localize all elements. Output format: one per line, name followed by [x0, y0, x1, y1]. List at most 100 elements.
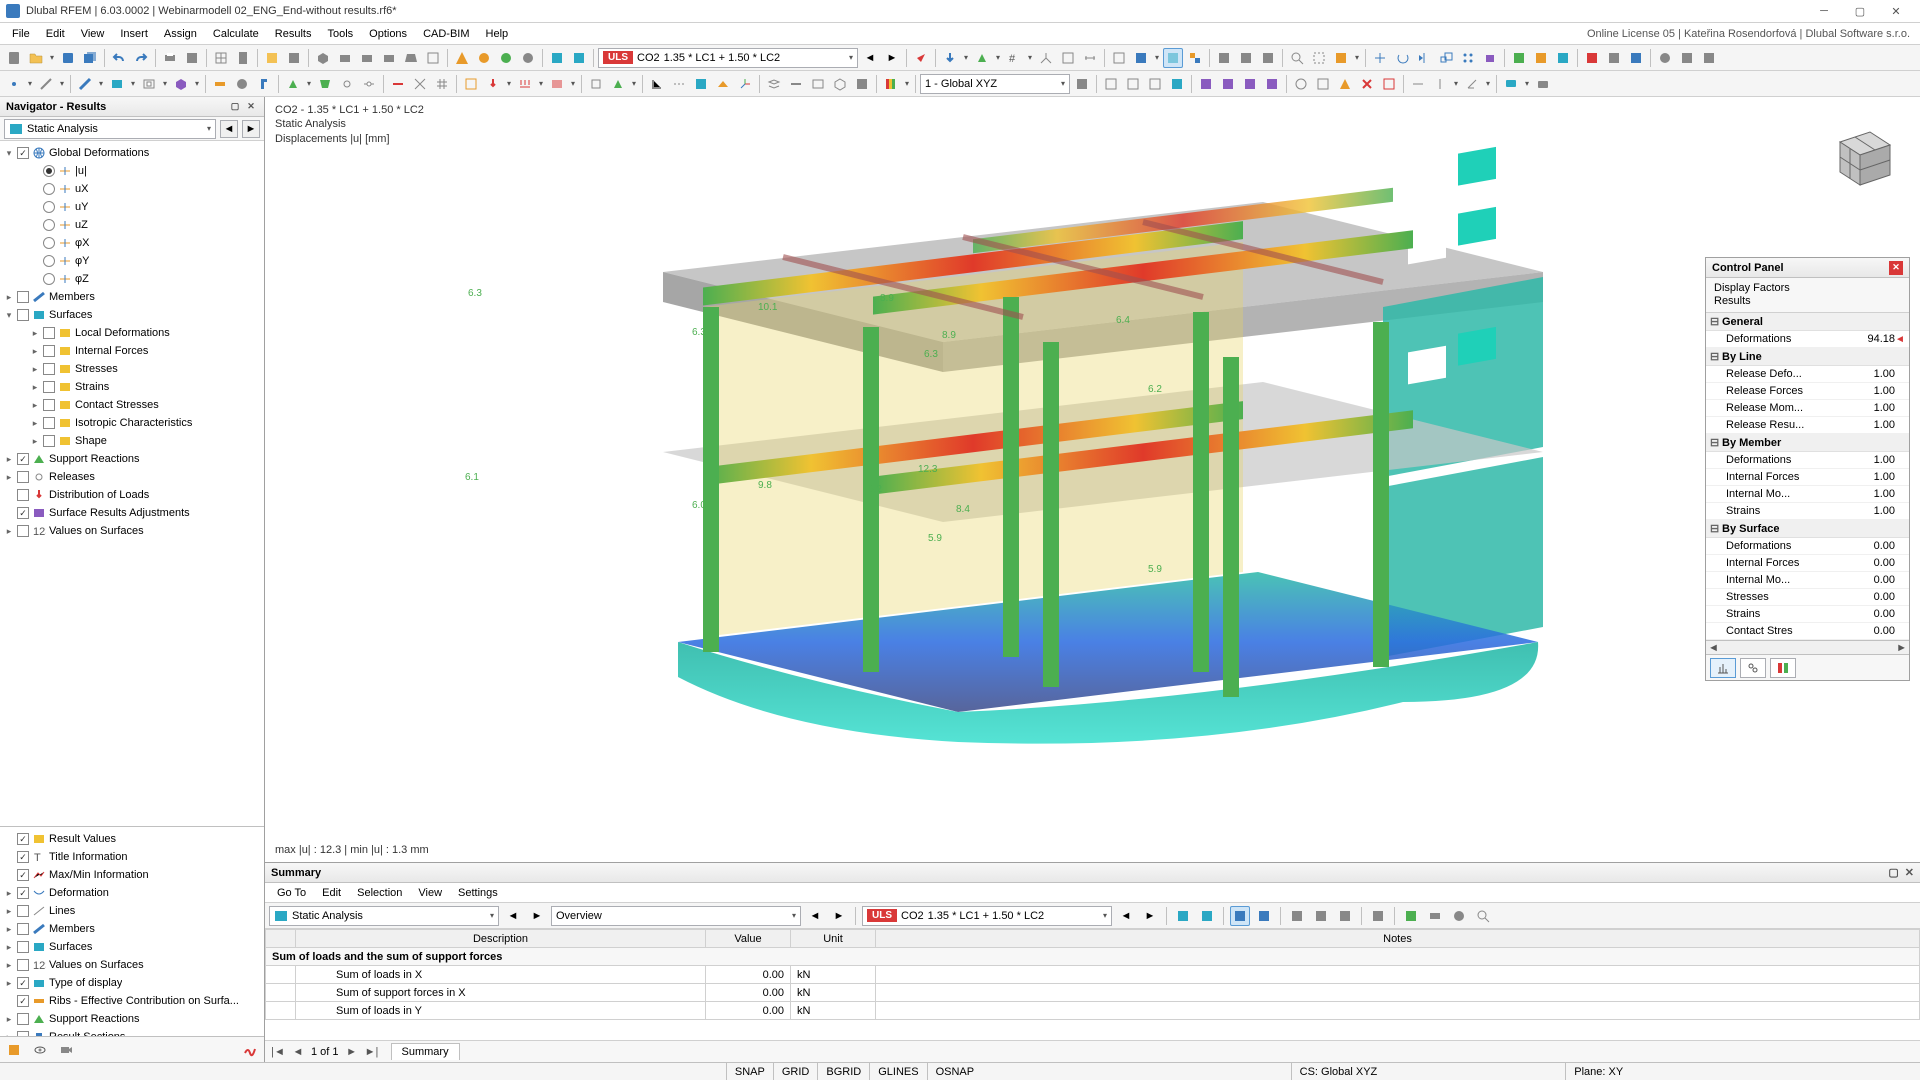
view-layer[interactable]: [764, 74, 784, 94]
summary-analysis-prev[interactable]: ◄: [503, 906, 523, 926]
support-node[interactable]: [283, 74, 303, 94]
guidelines[interactable]: [669, 74, 689, 94]
tree-item[interactable]: uX: [2, 180, 262, 198]
cp-tab-colors[interactable]: [1770, 658, 1796, 678]
clip-clear[interactable]: [1357, 74, 1377, 94]
tree-item[interactable]: φX: [2, 234, 262, 252]
tree-item[interactable]: uY: [2, 198, 262, 216]
summary-col[interactable]: Value: [706, 930, 791, 948]
checkbox-icon[interactable]: [17, 905, 29, 917]
tool-e[interactable]: [1604, 48, 1624, 68]
radio-icon[interactable]: [43, 273, 55, 285]
tree-item[interactable]: ▸Contact Stresses: [2, 396, 262, 414]
view-member[interactable]: [786, 74, 806, 94]
cp-row[interactable]: Release Resu...1.00: [1706, 417, 1909, 434]
calculate-button[interactable]: [452, 48, 472, 68]
checkbox-icon[interactable]: ✓: [17, 453, 29, 465]
work-plane[interactable]: [713, 74, 733, 94]
view-part-4[interactable]: [1262, 74, 1282, 94]
section[interactable]: [254, 74, 274, 94]
surface-button[interactable]: [107, 74, 127, 94]
mesh-refine[interactable]: [461, 74, 481, 94]
clip-invert[interactable]: [1379, 74, 1399, 94]
new-button[interactable]: [4, 48, 24, 68]
menu-cad-bim[interactable]: CAD-BIM: [415, 26, 477, 42]
cp-row[interactable]: Release Defo...1.00: [1706, 366, 1909, 383]
line-grid[interactable]: [432, 74, 452, 94]
menu-assign[interactable]: Assign: [156, 26, 205, 42]
save-as-button[interactable]: [80, 48, 100, 68]
model-check-button[interactable]: [262, 48, 282, 68]
dimension-button[interactable]: [1080, 48, 1100, 68]
radio-icon[interactable]: [43, 165, 55, 177]
menu-results[interactable]: Results: [267, 26, 320, 42]
cp-row[interactable]: Release Mom...1.00: [1706, 400, 1909, 417]
cp-group[interactable]: ⊟By Surface: [1706, 520, 1909, 538]
tree-item[interactable]: ▸Support Reactions: [2, 1010, 262, 1028]
checkbox-icon[interactable]: [43, 327, 55, 339]
tree-item[interactable]: φZ: [2, 270, 262, 288]
summary-analysis-next[interactable]: ►: [527, 906, 547, 926]
close-button[interactable]: ✕: [1878, 1, 1914, 21]
navigator-pin-button[interactable]: ▢: [228, 100, 242, 114]
checkbox-icon[interactable]: ✓: [17, 995, 29, 1007]
table-button[interactable]: [211, 48, 231, 68]
snap-endpoint[interactable]: [586, 74, 606, 94]
tree-item[interactable]: ▸Result Sections: [2, 1028, 262, 1036]
navigator-prev-button[interactable]: ◄: [220, 120, 238, 138]
visibility-2[interactable]: [1236, 48, 1256, 68]
open-dropdown[interactable]: ▾: [48, 53, 56, 62]
tree-item[interactable]: ▸Strains: [2, 378, 262, 396]
summary-menu-selection[interactable]: Selection: [349, 885, 410, 901]
calc-params-button[interactable]: [518, 48, 538, 68]
tree-item[interactable]: Distribution of Loads: [2, 486, 262, 504]
radio-icon[interactable]: [43, 255, 55, 267]
transparency[interactable]: [1163, 48, 1183, 68]
summary-print[interactable]: [1425, 906, 1445, 926]
grid-offset[interactable]: [1167, 74, 1187, 94]
view-z-button[interactable]: [379, 48, 399, 68]
render-wire[interactable]: [1109, 48, 1129, 68]
show-loads[interactable]: [940, 48, 960, 68]
menu-view[interactable]: View: [73, 26, 113, 42]
grid-xz[interactable]: [1123, 74, 1143, 94]
checkbox-icon[interactable]: [17, 941, 29, 953]
opening-button[interactable]: [139, 74, 159, 94]
view-x-button[interactable]: [335, 48, 355, 68]
radio-icon[interactable]: [43, 219, 55, 231]
tree-item[interactable]: ▸Shape: [2, 432, 262, 450]
scale[interactable]: [1436, 48, 1456, 68]
summary-menu-settings[interactable]: Settings: [450, 885, 506, 901]
tree-item[interactable]: |u|: [2, 162, 262, 180]
background[interactable]: [691, 74, 711, 94]
loadcase-next-button[interactable]: ►: [882, 48, 902, 68]
hinge-node[interactable]: [337, 74, 357, 94]
redo-button[interactable]: [131, 48, 151, 68]
support-line[interactable]: [315, 74, 335, 94]
move-copy[interactable]: [1370, 48, 1390, 68]
dim-vert[interactable]: [1430, 74, 1450, 94]
checkbox-icon[interactable]: [17, 525, 29, 537]
table-row[interactable]: Sum of loads in Y0.00kN: [266, 1002, 1920, 1020]
view-solid[interactable]: [830, 74, 850, 94]
minimize-button[interactable]: ─: [1806, 1, 1842, 21]
hinge-line[interactable]: [359, 74, 379, 94]
cp-row[interactable]: Internal Forces1.00: [1706, 469, 1909, 486]
screenshot[interactable]: [1533, 74, 1553, 94]
nav-data-icon[interactable]: [4, 1040, 24, 1060]
tool-d[interactable]: [1582, 48, 1602, 68]
nav-cube[interactable]: [1820, 117, 1900, 197]
summary-category-prev[interactable]: ◄: [805, 906, 825, 926]
tree-item[interactable]: ▸Lines: [2, 902, 262, 920]
units[interactable]: [1699, 48, 1719, 68]
ortho[interactable]: [647, 74, 667, 94]
status-bgrid[interactable]: BGRID: [817, 1063, 869, 1080]
select-special[interactable]: [1331, 48, 1351, 68]
visibility-1[interactable]: [1214, 48, 1234, 68]
summary-find[interactable]: [1473, 906, 1493, 926]
menu-help[interactable]: Help: [478, 26, 517, 42]
summary-menu-go-to[interactable]: Go To: [269, 885, 314, 901]
node-button[interactable]: [4, 74, 24, 94]
dim-hor[interactable]: [1408, 74, 1428, 94]
viewport-canvas[interactable]: CO2 - 1.35 * LC1 + 1.50 * LC2 Static Ana…: [265, 97, 1920, 862]
